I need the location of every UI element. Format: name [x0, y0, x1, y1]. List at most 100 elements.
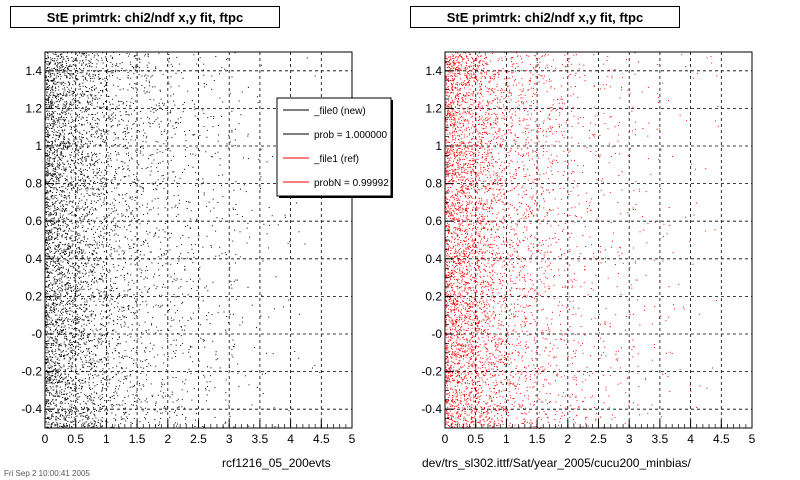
- scatter-point: [91, 313, 92, 315]
- scatter-point: [142, 384, 144, 386]
- scatter-point: [61, 66, 63, 68]
- scatter-point: [99, 241, 101, 243]
- scatter-point: [63, 69, 65, 71]
- scatter-point: [65, 105, 67, 107]
- scatter-point: [76, 316, 78, 317]
- scatter-point: [50, 141, 52, 142]
- scatter-point: [55, 187, 57, 189]
- scatter-point: [135, 207, 137, 209]
- scatter-point: [52, 124, 54, 126]
- scatter-point: [45, 204, 47, 206]
- scatter-point: [61, 409, 63, 411]
- scatter-point: [61, 148, 63, 150]
- scatter-point: [80, 249, 82, 251]
- scatter-point: [104, 296, 106, 298]
- scatter-point: [139, 289, 141, 291]
- scatter-point: [79, 86, 81, 87]
- scatter-point: [52, 58, 54, 60]
- scatter-point: [101, 275, 103, 277]
- scatter-point: [100, 181, 102, 183]
- scatter-point: [102, 261, 104, 263]
- scatter-point: [110, 408, 112, 410]
- scatter-point: [78, 120, 79, 121]
- scatter-point: [111, 396, 113, 397]
- scatter-point: [154, 404, 156, 406]
- scatter-point: [78, 334, 80, 336]
- scatter-point: [85, 395, 87, 397]
- scatter-point: [134, 400, 136, 402]
- scatter-point: [110, 126, 112, 128]
- scatter-point: [52, 180, 54, 182]
- scatter-point: [56, 232, 58, 234]
- scatter-point: [137, 265, 139, 267]
- scatter-point: [70, 277, 71, 279]
- scatter-point: [64, 285, 66, 287]
- scatter-point: [228, 322, 229, 324]
- scatter-point: [102, 387, 104, 389]
- scatter-point: [59, 213, 61, 215]
- scatter-point: [58, 137, 60, 138]
- scatter-point: [91, 364, 93, 366]
- scatter-point: [82, 117, 84, 119]
- scatter-point: [60, 353, 62, 355]
- scatter-point: [123, 418, 125, 420]
- scatter-point: [105, 89, 107, 91]
- scatter-point: [69, 163, 71, 165]
- scatter-point: [122, 368, 124, 370]
- scatter-point: [173, 93, 175, 95]
- scatter-point: [54, 129, 55, 131]
- scatter-point: [134, 264, 136, 266]
- scatter-point: [50, 174, 52, 176]
- scatter-point: [71, 390, 73, 391]
- scatter-point: [163, 354, 165, 356]
- scatter-point: [85, 86, 86, 88]
- scatter-point: [213, 80, 215, 81]
- scatter-point: [46, 162, 48, 164]
- scatter-point: [82, 422, 84, 424]
- scatter-point: [78, 259, 80, 261]
- scatter-point: [112, 84, 114, 86]
- scatter-point: [86, 192, 88, 194]
- scatter-point: [64, 254, 66, 255]
- scatter-point: [83, 144, 85, 145]
- scatter-point: [51, 103, 53, 105]
- scatter-point: [46, 128, 48, 130]
- scatter-point: [57, 363, 59, 365]
- scatter-point: [209, 381, 211, 383]
- scatter-point: [136, 91, 138, 93]
- scatter-point: [189, 345, 191, 347]
- scatter-point: [58, 425, 60, 427]
- scatter-point: [56, 72, 58, 74]
- scatter-point: [62, 162, 64, 164]
- scatter-point: [80, 222, 82, 224]
- scatter-point: [66, 218, 68, 220]
- scatter-point: [81, 385, 83, 387]
- scatter-point: [50, 191, 52, 193]
- scatter-point: [111, 66, 113, 68]
- scatter-point: [46, 109, 48, 111]
- scatter-point: [48, 67, 50, 69]
- scatter-point: [62, 129, 64, 131]
- scatter-point: [82, 225, 84, 227]
- scatter-point: [117, 124, 119, 126]
- scatter-point: [68, 343, 70, 345]
- scatter-point: [124, 316, 126, 318]
- scatter-point: [136, 391, 138, 393]
- scatter-point: [193, 103, 195, 105]
- scatter-point: [82, 419, 84, 421]
- scatter-point: [117, 85, 119, 87]
- scatter-point: [54, 424, 56, 426]
- scatter-point: [163, 383, 165, 385]
- scatter-point: [170, 110, 172, 112]
- scatter-point: [246, 227, 248, 229]
- scatter-point: [198, 235, 200, 237]
- scatter-point: [177, 310, 178, 312]
- scatter-point: [55, 258, 57, 260]
- scatter-point: [90, 133, 92, 135]
- scatter-point: [57, 113, 58, 115]
- scatter-point: [45, 325, 47, 327]
- scatter-point: [173, 100, 175, 102]
- scatter-point: [86, 199, 88, 201]
- scatter-point: [74, 157, 76, 159]
- scatter-point: [83, 179, 85, 181]
